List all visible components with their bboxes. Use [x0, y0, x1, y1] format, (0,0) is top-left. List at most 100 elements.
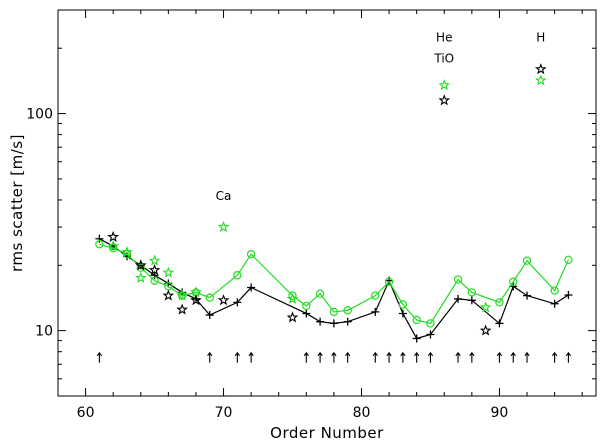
- circle-point: [108, 243, 118, 253]
- star-point: [534, 74, 547, 86]
- up-arrow: [345, 351, 351, 363]
- up-arrow: [524, 351, 530, 363]
- x-tick-label: 60: [77, 405, 95, 421]
- y-tick-label: 10: [35, 324, 53, 340]
- axes: 60 70 80 90 10 100: [26, 9, 596, 421]
- up-arrow: [510, 351, 516, 363]
- star-point: [217, 220, 230, 233]
- circle-point: [288, 291, 297, 300]
- plus-point: [454, 294, 463, 303]
- x-axis-title: Order Number: [270, 424, 384, 442]
- annotation-label: H: [536, 30, 545, 44]
- up-arrow: [303, 351, 309, 363]
- plus-point: [398, 309, 407, 318]
- x-tick-label: 90: [491, 405, 509, 421]
- star-point: [162, 266, 175, 278]
- plus-point: [523, 291, 532, 300]
- x-tick-label: 70: [215, 405, 233, 421]
- plus-point: [329, 319, 338, 328]
- plus-point: [426, 330, 435, 339]
- star-point: [438, 79, 451, 91]
- series-1: [95, 234, 573, 343]
- star-point: [479, 324, 492, 336]
- circle-point: [302, 301, 311, 311]
- star-point: [134, 271, 147, 283]
- up-arrow: [248, 351, 254, 363]
- star-point: [107, 230, 120, 243]
- up-arrow: [386, 351, 392, 363]
- up-arrow: [400, 351, 406, 363]
- star-point: [479, 301, 492, 313]
- annotation-label: He: [436, 30, 452, 44]
- star-point: [438, 94, 451, 106]
- star-point: [162, 289, 175, 301]
- star-point: [190, 294, 202, 306]
- circle-point: [329, 307, 339, 317]
- plus-point: [233, 298, 242, 307]
- circle-point: [315, 289, 325, 298]
- y-axis-title: rms scatter [m/s]: [8, 134, 26, 272]
- circle-point: [412, 315, 421, 325]
- series-4: [107, 74, 547, 313]
- star-point: [107, 240, 120, 252]
- circle-point: [564, 255, 573, 265]
- circle-point: [453, 275, 463, 284]
- circle-point: [495, 298, 504, 307]
- plus-point: [316, 317, 325, 326]
- up-arrow: [96, 351, 103, 363]
- circle-point: [522, 256, 532, 265]
- circle-point: [233, 271, 242, 280]
- arrow-markers: [96, 351, 572, 363]
- circle-point: [205, 293, 214, 302]
- plus-point: [495, 319, 504, 328]
- plus-point: [247, 283, 256, 292]
- annotation-label: TiO: [433, 51, 454, 65]
- star-point: [148, 254, 161, 266]
- up-arrow: [455, 351, 461, 363]
- circle-point: [95, 240, 104, 249]
- plus-point: [95, 234, 104, 243]
- circle-point: [150, 276, 159, 285]
- circle-point: [509, 277, 518, 286]
- plus-point: [412, 334, 421, 343]
- circle-point: [550, 286, 559, 295]
- circle-point: [246, 250, 256, 259]
- plus-point: [343, 317, 352, 326]
- x-tick-label: 80: [353, 405, 371, 421]
- plus-point: [371, 307, 380, 316]
- up-arrow: [234, 351, 240, 363]
- star-point: [148, 263, 161, 276]
- series-3: [107, 63, 547, 336]
- star-point: [134, 259, 147, 271]
- plus-point: [302, 309, 311, 318]
- circle-point: [384, 277, 394, 286]
- circle-point: [467, 288, 477, 297]
- series-line: [99, 243, 569, 325]
- circle-point: [398, 300, 408, 309]
- circle-point: [371, 291, 380, 300]
- up-arrow: [496, 351, 503, 363]
- star-point: [190, 286, 202, 298]
- circle-point: [136, 263, 145, 272]
- circle-point: [426, 319, 435, 328]
- plus-point: [550, 299, 559, 308]
- plus-point: [564, 290, 573, 299]
- circle-point: [343, 306, 352, 315]
- up-arrow: [427, 351, 434, 363]
- star-point: [121, 245, 133, 258]
- y-tick-label: 100: [26, 107, 53, 123]
- star-point: [286, 292, 299, 304]
- up-arrow: [469, 351, 475, 363]
- star-point: [217, 294, 230, 306]
- star-point: [176, 289, 189, 301]
- annotation-label: Ca: [216, 189, 232, 203]
- up-arrow: [207, 351, 213, 363]
- star-point: [176, 303, 189, 315]
- circle-point: [122, 250, 132, 259]
- plot-marks: Ca He TiO H: [95, 30, 573, 363]
- star-point: [286, 311, 299, 323]
- up-arrow: [414, 351, 420, 363]
- up-arrow: [372, 351, 378, 363]
- plus-point: [467, 296, 476, 305]
